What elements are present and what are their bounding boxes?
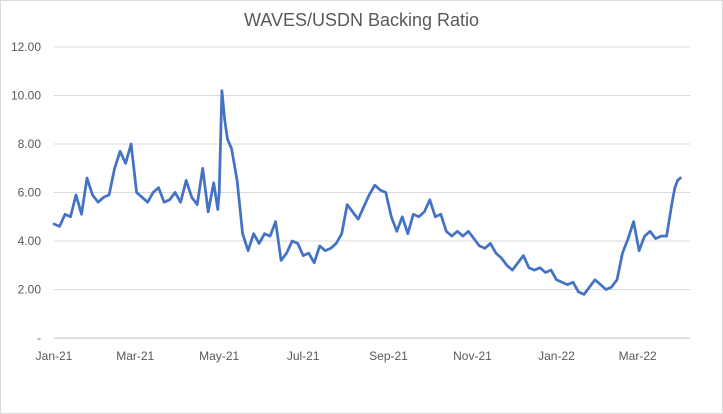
x-tick-label: Jan-22 <box>538 349 575 363</box>
y-tick-label: 2.00 <box>18 283 42 297</box>
y-tick-label: 6.00 <box>18 186 42 200</box>
series-line <box>52 89 682 296</box>
x-tick-label: Jul-21 <box>287 349 320 363</box>
y-tick-label: - <box>37 331 41 345</box>
x-tick-label: Jan-21 <box>36 349 73 363</box>
y-tick-label: 10.00 <box>11 89 41 103</box>
y-tick-label: 12.00 <box>11 40 41 54</box>
x-tick-label: Mar-22 <box>619 349 657 363</box>
x-tick-label: Sep-21 <box>369 349 408 363</box>
y-tick-label: 4.00 <box>18 234 42 248</box>
x-tick-label: Mar-21 <box>116 349 154 363</box>
x-tick-label: Nov-21 <box>453 349 492 363</box>
x-tick-label: May-21 <box>199 349 239 363</box>
chart-title: WAVES/USDN Backing Ratio <box>243 10 480 30</box>
y-tick-label: 8.00 <box>18 137 42 151</box>
